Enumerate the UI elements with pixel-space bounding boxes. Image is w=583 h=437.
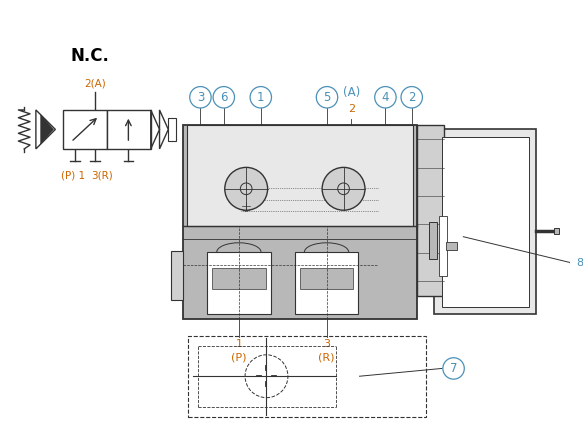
Bar — [417, 125, 444, 296]
Text: 3(R): 3(R) — [92, 170, 113, 180]
Text: 8: 8 — [577, 257, 583, 267]
Circle shape — [322, 167, 365, 210]
Bar — [446, 242, 458, 250]
Text: 7: 7 — [450, 362, 457, 375]
Bar — [554, 228, 559, 234]
Text: N.C.: N.C. — [71, 47, 110, 66]
Text: (P): (P) — [231, 352, 247, 362]
Text: 1: 1 — [236, 339, 243, 349]
Bar — [63, 110, 107, 149]
Bar — [429, 222, 437, 259]
Text: 2: 2 — [408, 91, 416, 104]
Bar — [439, 216, 447, 277]
Text: (A): (A) — [343, 86, 360, 99]
Bar — [171, 251, 183, 300]
Polygon shape — [41, 115, 54, 144]
Text: 4: 4 — [382, 91, 389, 104]
Bar — [187, 125, 413, 226]
Text: 2(A): 2(A) — [85, 79, 106, 89]
Text: 3: 3 — [196, 91, 204, 104]
Text: 5: 5 — [324, 91, 331, 104]
Text: 2: 2 — [348, 104, 355, 114]
Bar — [168, 118, 176, 141]
Bar — [295, 252, 358, 314]
Bar — [300, 268, 353, 289]
Text: (P) 1: (P) 1 — [61, 170, 85, 180]
Bar — [107, 110, 151, 149]
Bar — [442, 137, 529, 307]
Bar — [188, 336, 426, 416]
Text: 3: 3 — [323, 339, 330, 349]
Circle shape — [225, 167, 268, 210]
Text: 1: 1 — [257, 91, 265, 104]
Bar — [434, 129, 536, 314]
Bar — [207, 252, 271, 314]
Bar — [183, 125, 417, 319]
Bar — [212, 268, 266, 289]
Text: (R): (R) — [318, 352, 335, 362]
Text: 6: 6 — [220, 91, 227, 104]
